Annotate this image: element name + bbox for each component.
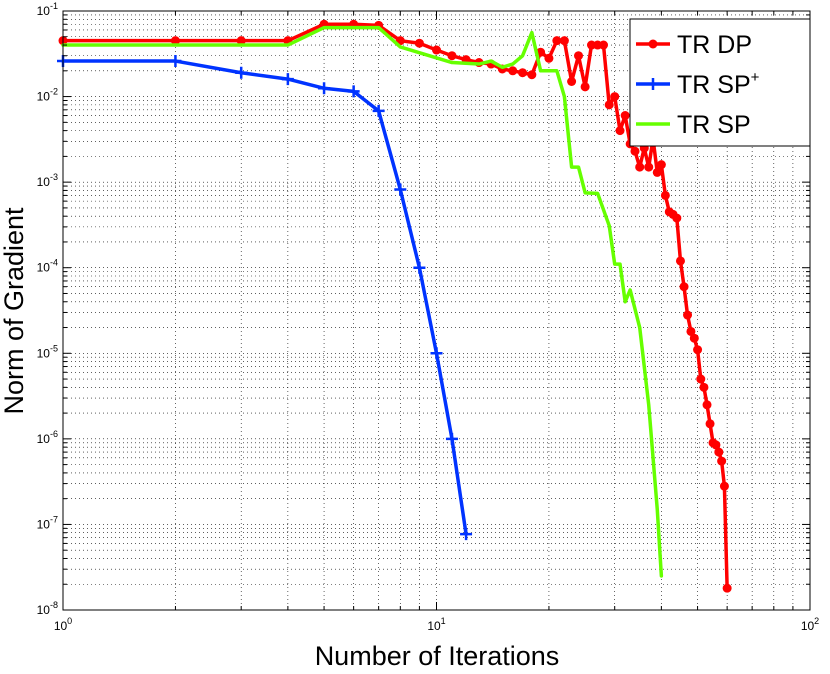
legend-marker xyxy=(648,39,658,49)
data-point xyxy=(414,38,424,48)
data-point xyxy=(527,70,537,80)
data-point xyxy=(372,104,385,117)
data-point xyxy=(169,55,182,68)
data-point xyxy=(574,51,584,61)
y-axis-label: Norm of Gradient xyxy=(0,207,29,415)
data-point xyxy=(318,82,331,95)
data-point xyxy=(719,481,729,491)
data-point xyxy=(508,66,518,76)
x-tick-label: 101 xyxy=(427,616,445,633)
data-point xyxy=(447,51,457,61)
data-point xyxy=(599,40,609,50)
data-point xyxy=(686,326,696,336)
series-tr-dp xyxy=(58,19,732,593)
x-axis-label: Number of Iterations xyxy=(315,641,560,671)
data-point xyxy=(518,68,528,78)
data-point xyxy=(567,77,577,87)
data-point xyxy=(580,82,590,92)
series-tr-sp xyxy=(61,25,664,578)
data-point xyxy=(281,73,294,86)
data-point xyxy=(559,36,569,46)
data-point xyxy=(445,432,458,445)
data-point xyxy=(675,256,685,266)
data-point xyxy=(693,345,703,355)
y-tick-label: 10-4 xyxy=(37,258,58,275)
data-point xyxy=(696,374,706,384)
data-point xyxy=(620,111,630,121)
data-point xyxy=(552,36,562,46)
data-point xyxy=(689,333,699,343)
legend-label: TR DP xyxy=(677,31,752,59)
y-tick-label: 10-8 xyxy=(37,600,58,617)
data-point xyxy=(460,528,473,541)
data-point xyxy=(615,126,625,136)
data-point xyxy=(702,400,712,410)
data-point xyxy=(604,100,614,110)
data-point xyxy=(630,146,640,156)
y-tick-label: 10-5 xyxy=(37,343,58,360)
legend: TR DP TR SP+ TR SP xyxy=(629,18,811,147)
data-point xyxy=(430,347,443,360)
data-point xyxy=(347,85,360,98)
data-point xyxy=(722,583,732,593)
x-tick-label: 102 xyxy=(801,616,819,633)
x-tick-label: 100 xyxy=(54,616,72,633)
series-line xyxy=(61,25,664,578)
data-point xyxy=(170,36,180,46)
series-line xyxy=(61,59,468,536)
data-point xyxy=(544,53,554,63)
series-layer xyxy=(57,19,732,593)
data-point xyxy=(432,45,441,55)
data-point xyxy=(699,382,709,392)
data-point xyxy=(413,261,426,274)
legend-marker xyxy=(647,78,659,90)
data-point xyxy=(683,310,693,320)
legend-entry-tr-sp: TR SP+ xyxy=(636,69,760,99)
data-point xyxy=(644,162,654,172)
y-tick-label: 10-2 xyxy=(37,87,58,104)
data-point xyxy=(235,66,248,79)
data-point xyxy=(652,167,662,177)
legend-entry-tr-dp: TR DP xyxy=(636,31,752,59)
data-point xyxy=(610,92,620,102)
data-point xyxy=(660,190,670,200)
y-tick-label: 10-7 xyxy=(37,514,58,531)
data-point xyxy=(705,419,715,429)
data-point xyxy=(711,440,721,450)
data-point xyxy=(236,36,246,46)
y-tick-label: 10-6 xyxy=(37,429,58,446)
y-tick-label: 10-3 xyxy=(37,172,58,189)
data-point xyxy=(717,456,727,466)
data-point xyxy=(635,162,645,172)
data-point xyxy=(714,447,724,457)
legend-label: TR SP+ xyxy=(677,69,760,99)
data-point xyxy=(679,282,689,292)
data-point xyxy=(656,160,666,170)
legend-entry-tr-sp: TR SP xyxy=(636,111,751,139)
legend-label: TR SP xyxy=(677,111,751,139)
series-tr-sp xyxy=(57,55,473,541)
data-point xyxy=(672,213,682,223)
data-point xyxy=(394,183,407,196)
tick-labels: 100 101 102 10-8 10-7 10-6 10-5 10-4 10-3 10-2 10-… xyxy=(37,1,820,633)
y-tick-label: 10-1 xyxy=(37,1,58,18)
